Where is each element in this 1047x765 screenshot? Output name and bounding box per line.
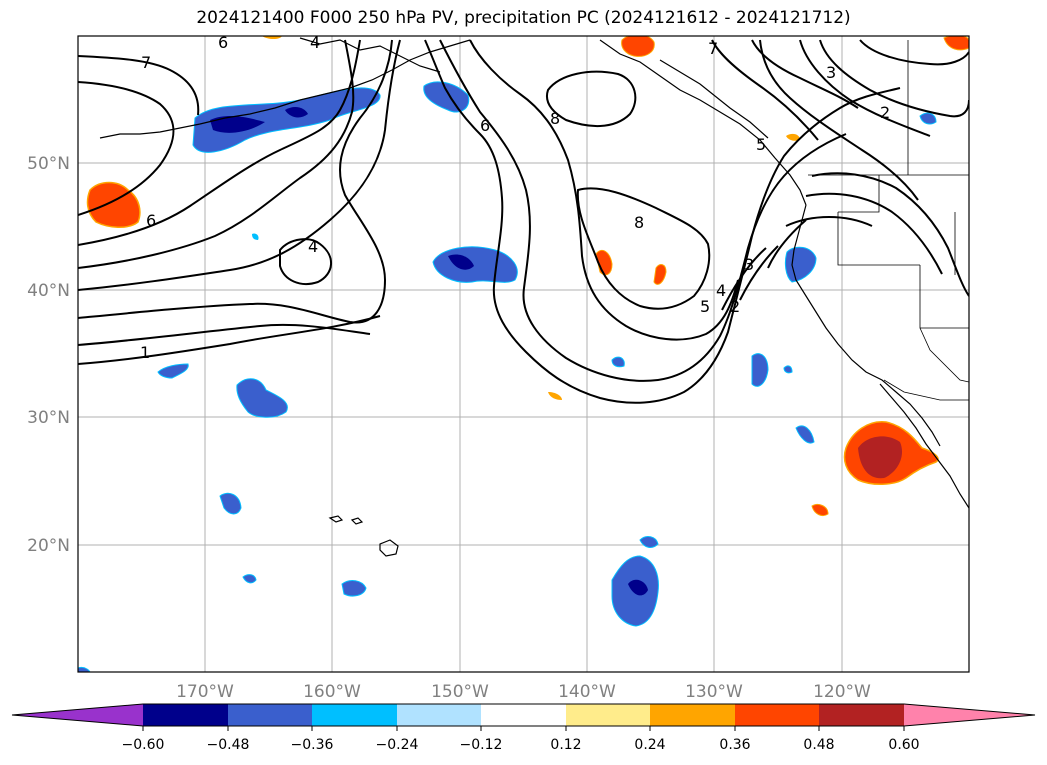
map-frame (77, 35, 970, 673)
colorbar-tick-label: 0.12 (550, 737, 581, 753)
lon-label: 170°W (176, 682, 234, 702)
colorbar-tick-label: −0.48 (207, 737, 250, 753)
lon-label: 130°W (685, 682, 743, 702)
lat-label: 50°N (27, 154, 70, 174)
lon-label: 150°W (431, 682, 489, 702)
lat-label: 40°N (27, 281, 70, 301)
lat-label: 20°N (27, 536, 70, 556)
contour-label: 5 (700, 297, 710, 316)
contour-label: 2 (880, 103, 890, 122)
coastlines (99, 37, 969, 557)
colorbar-bin (312, 704, 397, 726)
lon-label: 140°W (558, 682, 616, 702)
colorbar-bin (735, 704, 819, 726)
colorbar-extend-high (904, 704, 1035, 726)
contour-label: 1 (140, 343, 150, 362)
map-title: 2024121400 F000 250 hPa PV, precipitatio… (196, 8, 851, 28)
colorbar-bin (397, 704, 481, 726)
colorbar-tick-label: −0.24 (376, 737, 419, 753)
colorbar: −0.60 −0.48 −0.36 −0.24 −0.12 0.12 0.24 … (11, 703, 1036, 753)
contour-label: 6 (146, 211, 156, 230)
contour-label: 8 (634, 213, 644, 232)
pv-contour-labels: 7 6 6 4 1 6 8 8 7 3 2 5 4 3 2 5 4 (140, 33, 890, 362)
colorbar-bin (143, 704, 228, 726)
contour-label: 5 (756, 135, 766, 154)
colorbar-bin (481, 704, 566, 726)
contour-label: 7 (141, 53, 151, 72)
colorbar-bin (650, 704, 735, 726)
colorbar-bin (566, 704, 650, 726)
contour-label: 4 (308, 237, 318, 256)
colorbar-tick-label: 0.24 (634, 737, 665, 753)
contour-label: 3 (826, 63, 836, 82)
colorbar-tick-label: −0.60 (122, 737, 165, 753)
gridlines (78, 36, 969, 672)
contour-label: 4 (310, 33, 320, 52)
colorbar-bin (819, 704, 904, 726)
contour-label: 7 (708, 39, 718, 58)
political-borders (808, 40, 969, 401)
longitude-labels: 170°W 160°W 150°W 140°W 130°W 120°W (176, 682, 871, 702)
colorbar-tick-label: 0.36 (719, 737, 750, 753)
colorbar-bin (228, 704, 312, 726)
precip-positive-areas (86, 36, 969, 517)
contour-label: 2 (730, 297, 740, 316)
colorbar-tick-label: 0.60 (888, 737, 919, 753)
lon-label: 120°W (813, 682, 871, 702)
colorbar-tick-label: 0.48 (803, 737, 834, 753)
colorbar-extend-low (12, 704, 143, 726)
lat-label: 30°N (27, 408, 70, 428)
precip-negative-areas (78, 81, 937, 672)
latitude-labels: 50°N 40°N 30°N 20°N (27, 154, 70, 556)
contour-label: 6 (480, 116, 490, 135)
lon-label: 160°W (303, 682, 361, 702)
contour-label: 8 (550, 109, 560, 128)
pv-contours (78, 39, 969, 404)
contour-label: 6 (218, 33, 228, 52)
contour-label: 4 (716, 281, 726, 300)
contour-label: 3 (744, 255, 754, 274)
colorbar-tick-label: −0.36 (291, 737, 334, 753)
colorbar-tick-label: −0.12 (460, 737, 503, 753)
